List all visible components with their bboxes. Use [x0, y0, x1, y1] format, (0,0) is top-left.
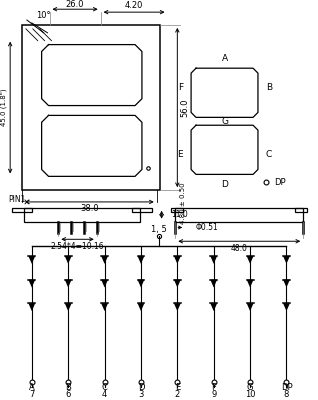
Bar: [132, 208, 152, 212]
Text: A: A: [221, 54, 228, 63]
Polygon shape: [65, 256, 72, 264]
Text: 6: 6: [66, 390, 71, 399]
Bar: [175, 208, 303, 222]
Text: B: B: [266, 83, 272, 92]
Text: 9: 9: [211, 390, 216, 399]
Text: 11.0: 11.0: [171, 210, 188, 219]
Text: 4.20: 4.20: [125, 1, 143, 10]
Bar: [171, 208, 183, 212]
Text: F: F: [211, 383, 216, 392]
Polygon shape: [247, 256, 253, 264]
Polygon shape: [101, 256, 108, 264]
Text: PIN1: PIN1: [8, 196, 25, 204]
Text: 56.0: 56.0: [181, 98, 190, 117]
Text: 1, 5: 1, 5: [151, 225, 167, 234]
Polygon shape: [28, 256, 35, 264]
Text: B: B: [65, 383, 71, 392]
Text: 8: 8: [284, 390, 289, 399]
Bar: [24, 208, 140, 222]
Polygon shape: [210, 280, 217, 288]
Text: 2: 2: [175, 390, 180, 399]
Text: 2.54*4=10.16: 2.54*4=10.16: [51, 242, 104, 251]
Text: Φ0.51: Φ0.51: [196, 223, 218, 232]
Bar: [22, 25, 160, 190]
Bar: [295, 208, 307, 212]
Polygon shape: [210, 303, 217, 311]
Polygon shape: [101, 303, 108, 311]
Polygon shape: [137, 303, 144, 311]
Polygon shape: [247, 303, 253, 311]
Text: 26.0: 26.0: [66, 0, 84, 9]
Polygon shape: [283, 280, 290, 288]
Polygon shape: [283, 256, 290, 264]
Polygon shape: [137, 280, 144, 288]
Text: 10°: 10°: [36, 11, 50, 20]
Polygon shape: [283, 303, 290, 311]
Text: E: E: [177, 150, 183, 159]
Text: D: D: [138, 383, 144, 392]
Text: E: E: [175, 383, 180, 392]
Text: 10: 10: [245, 390, 255, 399]
Text: 45.0 (1.8"): 45.0 (1.8"): [0, 89, 7, 126]
Text: 3: 3: [138, 390, 144, 399]
Text: G: G: [221, 117, 228, 126]
Polygon shape: [65, 280, 72, 288]
Bar: [12, 208, 32, 212]
Text: 7: 7: [29, 390, 34, 399]
Text: D: D: [221, 180, 228, 189]
Polygon shape: [174, 303, 181, 311]
Text: C: C: [266, 150, 272, 159]
Text: DP: DP: [281, 383, 292, 392]
Polygon shape: [28, 280, 35, 288]
Polygon shape: [101, 280, 108, 288]
Polygon shape: [210, 256, 217, 264]
Polygon shape: [65, 303, 72, 311]
Text: A: A: [29, 383, 35, 392]
Text: 4.80 ± 0.50: 4.80 ± 0.50: [180, 182, 186, 224]
Polygon shape: [28, 303, 35, 311]
Text: DP: DP: [274, 178, 285, 187]
Text: 48.0: 48.0: [231, 244, 248, 253]
Polygon shape: [247, 280, 253, 288]
Polygon shape: [174, 280, 181, 288]
Text: 4: 4: [102, 390, 107, 399]
Text: 38.0: 38.0: [80, 204, 99, 213]
Text: G: G: [247, 383, 253, 392]
Polygon shape: [174, 256, 181, 264]
Text: C: C: [102, 383, 107, 392]
Text: F: F: [178, 83, 183, 92]
Polygon shape: [137, 256, 144, 264]
